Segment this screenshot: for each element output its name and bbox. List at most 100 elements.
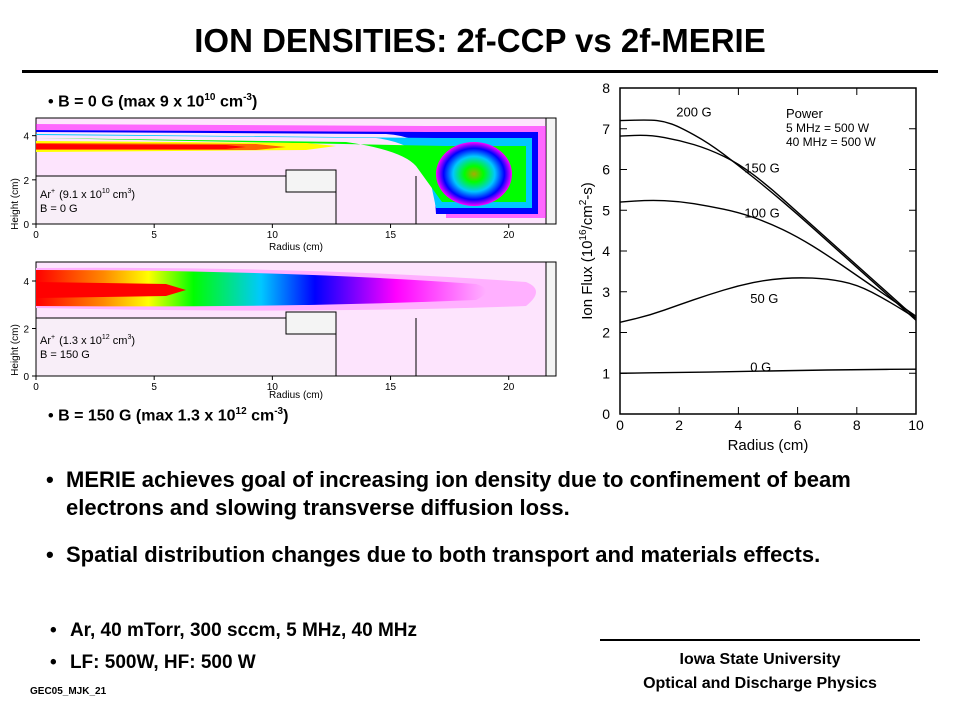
y-label-unit-exp: 2	[578, 199, 589, 205]
map-b150-ylabel: Height (cm)	[10, 324, 21, 376]
map-b150-value-close: )	[131, 335, 135, 347]
x-axis-label: Radius (cm)	[728, 437, 809, 454]
bullet-1: • MERIE achieves goal of increasing ion …	[46, 466, 926, 526]
map-y-tick-label: 4	[23, 132, 29, 143]
map-b150-charge: +	[51, 334, 55, 341]
series-label-150g: 150 G	[744, 160, 779, 175]
map-b150-value-unit-exp: 3	[127, 334, 131, 341]
series-line-100g	[619, 199, 917, 317]
series-line-50g	[619, 277, 917, 323]
map-y-tick-label: 0	[23, 372, 29, 383]
map-b150-xlabel: Radius (cm)	[269, 390, 323, 401]
map-b0-xlabel: Radius (cm)	[269, 242, 323, 253]
footer-divider	[600, 639, 920, 641]
map-x-tick-label: 5	[151, 382, 157, 393]
series-label-100g: 100 G	[744, 205, 779, 220]
x-tick-label: 8	[853, 417, 861, 433]
x-tick-label: 4	[735, 417, 743, 433]
map-b0-ylabel: Height (cm)	[10, 178, 21, 230]
series-line-200g	[619, 119, 917, 321]
map-b150-field: B = 150 G	[40, 349, 90, 361]
caption-unit: cm	[215, 93, 244, 111]
map-b0-value-unit: cm	[110, 189, 128, 201]
y-label-exp: 16	[578, 229, 589, 241]
map-b0-value-close: )	[131, 189, 135, 201]
condition-text: LF: 500W, HF: 500 W	[69, 652, 256, 673]
map-x-tick-label: 5	[151, 230, 157, 241]
series-label-0g: 0 G	[750, 359, 771, 374]
legend-line-1: 5 MHz = 500 W	[786, 121, 870, 135]
series-line-150g	[619, 134, 917, 319]
caption-close: )	[283, 407, 289, 425]
map-b0-legend-line1: Ar+ (9.1 x 1010 cm3)	[40, 188, 135, 201]
map-y-tick-label: 4	[23, 277, 29, 288]
legend-line-2: 40 MHz = 500 W	[786, 135, 876, 149]
legend-title: Power	[786, 106, 824, 121]
series-line-0g	[619, 368, 917, 374]
map-x-tick-label: 0	[33, 382, 39, 393]
caption-exponent: 12	[235, 406, 247, 417]
caption-unit: cm	[246, 407, 275, 425]
map-y-tick-label: 2	[23, 176, 29, 187]
footer-group: Optical and Discharge Physics	[643, 675, 877, 692]
y-tick-label: 5	[602, 202, 610, 218]
map-x-tick-label: 10	[267, 382, 279, 393]
bullet-2: • Spatial distribution changes due to bo…	[46, 541, 926, 601]
bullet-text: Spatial distribution changes due to both…	[66, 542, 821, 567]
bullet-text: MERIE achieves goal of increasing ion de…	[66, 467, 851, 520]
map-b0-value-unit-exp: 3	[127, 188, 131, 195]
y-label-main: Ion Flux (10	[579, 241, 596, 320]
title-divider	[22, 70, 938, 73]
caption-close: )	[251, 93, 258, 111]
map-b0-charge: +	[51, 188, 55, 195]
caption-b150: • B = 150 G (max 1.3 x 1012 cm-3)	[48, 406, 288, 425]
caption-unit-exponent: -3	[243, 92, 252, 103]
map-b150-species: Ar	[40, 335, 51, 347]
page-title: ION DENSITIES: 2f-CCP vs 2f-MERIE	[194, 22, 766, 59]
x-tick-label: 0	[616, 417, 624, 433]
footer-university: Iowa State University	[679, 651, 841, 668]
map-x-tick-label: 15	[385, 382, 397, 393]
series-labels: 0 G 50 G 100 G 150 G 200 G	[676, 105, 780, 375]
y-tick-label: 3	[602, 284, 610, 300]
series-label-50g: 50 G	[750, 291, 778, 306]
caption-text: B = 150 G (max 1.3 x 10	[58, 407, 236, 425]
map-b150-value-unit: cm	[110, 335, 128, 347]
series-label-200g: 200 G	[676, 105, 711, 120]
map-x-tick-label: 0	[33, 230, 39, 241]
map-b0-value: (9.1 x 10	[59, 189, 102, 201]
y-tick-label: 2	[602, 325, 610, 341]
map-b150-value-exp: 12	[102, 334, 110, 341]
y-label-end: -s)	[579, 182, 596, 200]
caption-unit-exponent: -3	[274, 406, 284, 417]
condition-1: • Ar, 40 mTorr, 300 sccm, 5 MHz, 40 MHz	[50, 620, 417, 642]
y-tick-label: 7	[602, 121, 610, 137]
caption-bullet: •	[48, 407, 54, 425]
x-tick-label: 6	[794, 417, 802, 433]
caption-b0: • B = 0 G (max 9 x 1010 cm-3)	[48, 92, 257, 111]
y-tick-label: 4	[602, 243, 610, 259]
x-tick-label: 2	[675, 417, 683, 433]
condition-text: Ar, 40 mTorr, 300 sccm, 5 MHz, 40 MHz	[69, 620, 418, 641]
y-tick-label: 1	[602, 365, 610, 381]
map-b150-value: (1.3 x 10	[59, 335, 102, 347]
caption-exponent: 10	[204, 92, 216, 103]
condition-2: • LF: 500W, HF: 500 W	[50, 652, 256, 674]
bullet-dot: •	[46, 467, 54, 492]
density-map-b0: Height (cm) Radius (cm) Ar+ (9.1 x 1010 c…	[10, 117, 557, 253]
plot-frame	[619, 87, 917, 415]
map-b0-value-exp: 10	[102, 188, 110, 195]
map-x-tick-label: 10	[267, 230, 279, 241]
caption-bullet: •	[48, 93, 54, 111]
caption-text: B = 0 G (max 9 x 10	[58, 93, 205, 111]
map-b150-legend-line1: Ar+ (1.3 x 1012 cm3)	[40, 334, 135, 347]
x-tick-label: 10	[908, 417, 924, 433]
map-x-tick-label: 20	[503, 382, 515, 393]
slide-code: GEC05_MJK_21	[30, 686, 107, 697]
condition-dot: •	[50, 620, 57, 641]
y-tick-label: 8	[602, 80, 610, 96]
map-b0-species: Ar	[40, 189, 51, 201]
map-x-tick-label: 20	[503, 230, 515, 241]
y-tick-label: 0	[602, 406, 610, 422]
